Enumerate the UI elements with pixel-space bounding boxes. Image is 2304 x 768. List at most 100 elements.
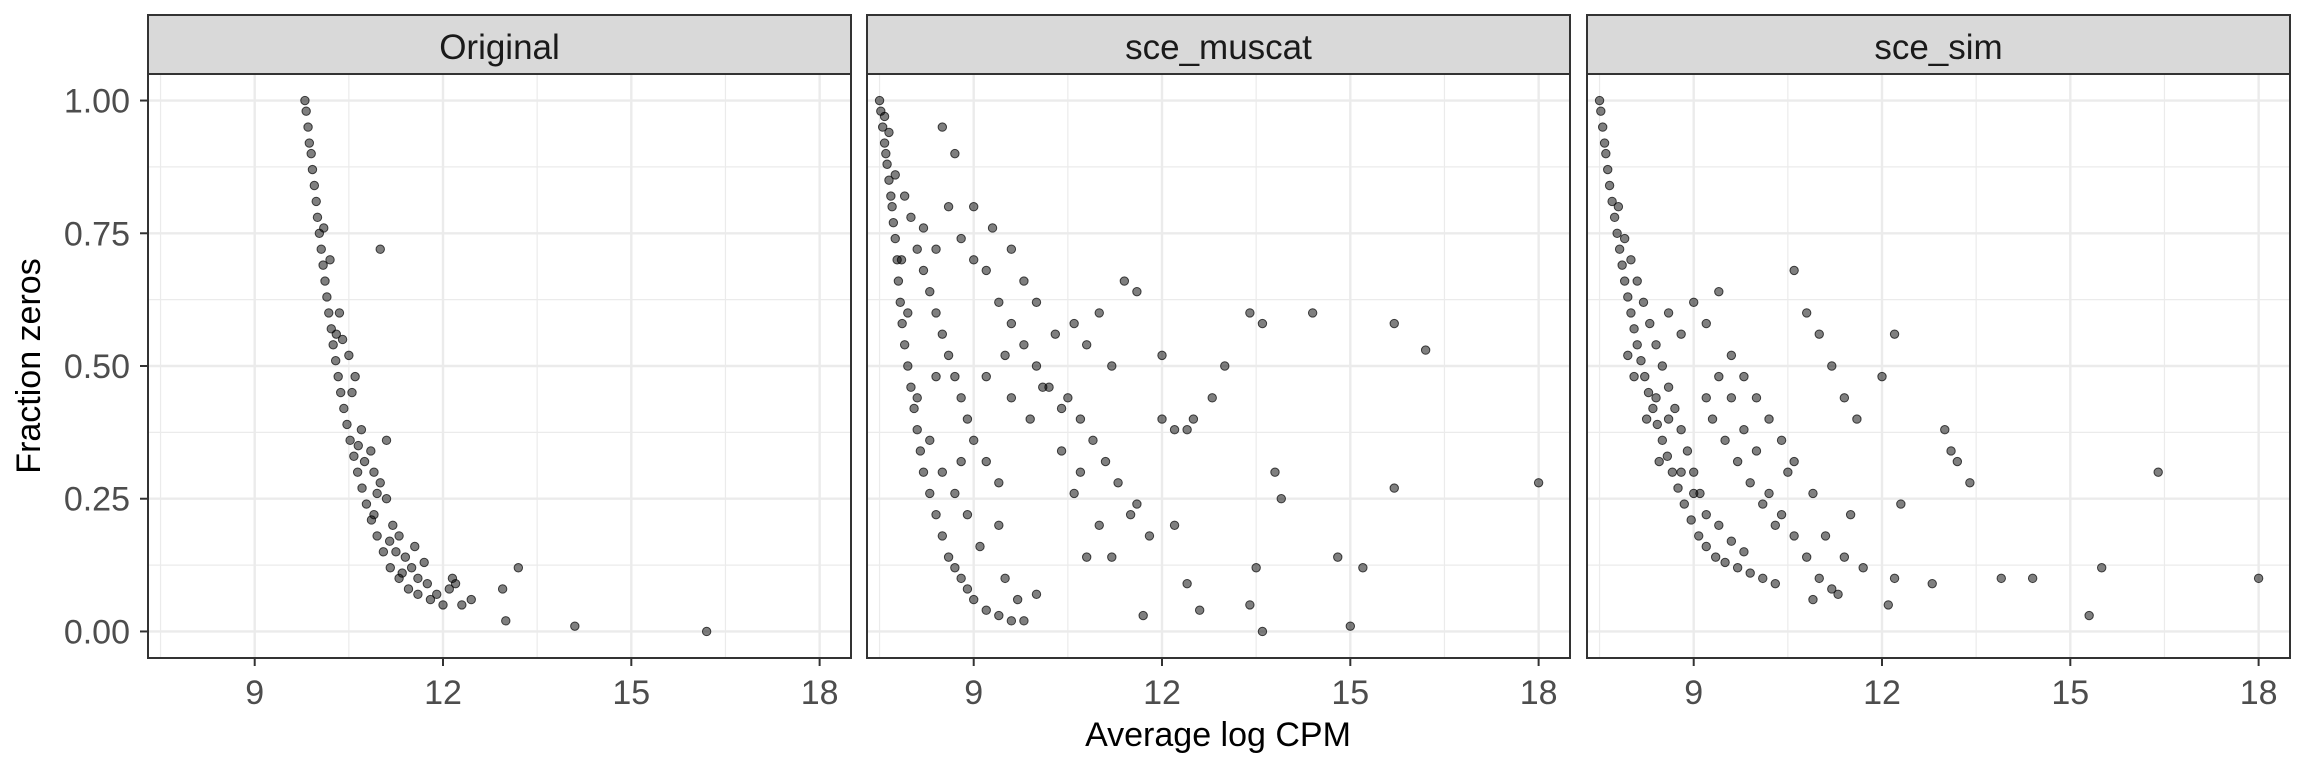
data-point (1814, 329, 1824, 339)
x-tick-label: 18 (2240, 674, 2278, 712)
data-point (381, 435, 392, 446)
data-point (1801, 552, 1812, 562)
data-point (1257, 318, 1268, 329)
x-tick-label: 15 (612, 674, 650, 712)
data-point (410, 541, 420, 552)
y-tick-label: 0.50 (64, 348, 130, 386)
data-point (1852, 414, 1862, 424)
data-point (1604, 180, 1615, 191)
data-point (1031, 361, 1042, 371)
data-point (1276, 494, 1286, 504)
data-point (1839, 552, 1850, 562)
data-point (319, 223, 329, 233)
data-point (307, 164, 318, 175)
data-point (887, 202, 897, 212)
data-point (956, 393, 966, 403)
data-point (879, 111, 890, 122)
data-point (1220, 361, 1230, 371)
data-point (1257, 626, 1268, 637)
x-tick-label: 9 (1684, 674, 1703, 712)
data-point (1808, 488, 1818, 499)
data-point (1194, 605, 1205, 615)
data-point (1107, 361, 1117, 371)
y-tick-label: 0.00 (64, 613, 130, 651)
data-point (2153, 467, 2163, 477)
data-point (356, 425, 367, 435)
data-point (1651, 393, 1661, 403)
data-point (874, 95, 885, 106)
data-point (925, 286, 935, 297)
data-point (1601, 148, 1611, 159)
data-point (320, 276, 330, 286)
data-point (969, 202, 979, 212)
data-point (1710, 552, 1721, 562)
data-point (1676, 329, 1686, 339)
data-point (981, 456, 991, 467)
data-point (893, 276, 904, 286)
data-point (381, 494, 392, 504)
data-point (1638, 297, 1649, 307)
data-point (1031, 297, 1042, 307)
data-point (466, 594, 476, 605)
data-point (897, 318, 907, 329)
data-point (366, 446, 376, 456)
data-point (1726, 350, 1737, 361)
data-point (1751, 446, 1762, 456)
data-point (1597, 122, 1608, 132)
facet-strip-label: sce_muscat (1125, 28, 1312, 67)
data-point (457, 600, 467, 610)
data-point (1645, 318, 1655, 329)
data-point (1157, 350, 1167, 361)
data-point (316, 244, 326, 254)
data-point (339, 403, 349, 414)
data-point (937, 329, 948, 339)
data-point (1739, 547, 1749, 557)
data-point (378, 547, 389, 557)
data-point (1670, 403, 1680, 414)
data-point (981, 605, 991, 615)
data-point (1056, 446, 1067, 456)
data-point (359, 456, 370, 467)
data-point (1776, 435, 1787, 446)
data-point (1019, 340, 1029, 350)
data-point (1648, 403, 1658, 414)
data-point (1031, 589, 1042, 599)
data-point (444, 584, 454, 594)
data-point (1877, 371, 1887, 382)
data-point (1827, 361, 1837, 371)
data-point (1025, 414, 1035, 424)
data-point (1745, 478, 1755, 488)
data-point (918, 265, 929, 276)
data-point (1839, 393, 1850, 403)
data-point (1641, 414, 1652, 424)
data-point (1420, 345, 1431, 355)
data-point (325, 255, 335, 265)
data-point (328, 340, 338, 350)
x-tick-label: 12 (1143, 674, 1181, 712)
data-point (342, 419, 352, 430)
data-point (1613, 202, 1624, 212)
data-point (1707, 414, 1718, 424)
data-point (1701, 393, 1711, 403)
data-point (1689, 297, 1699, 307)
data-point (1626, 255, 1636, 265)
panel-border (866, 73, 1571, 659)
data-point (1714, 520, 1724, 530)
data-point (1651, 340, 1661, 350)
data-point (1019, 276, 1029, 286)
data-point (943, 202, 954, 212)
data-point (347, 387, 357, 398)
data-point (333, 371, 343, 382)
y-tick-label: 0.75 (64, 215, 130, 253)
data-point (303, 122, 313, 132)
data-point (1636, 355, 1646, 366)
data-point (1689, 467, 1699, 477)
data-point (956, 233, 966, 244)
data-point (962, 509, 973, 520)
data-point (1345, 621, 1356, 631)
data-point (956, 456, 966, 467)
data-point (925, 488, 935, 499)
data-point (1307, 308, 1318, 318)
data-point (1207, 393, 1217, 403)
data-point (931, 308, 941, 318)
